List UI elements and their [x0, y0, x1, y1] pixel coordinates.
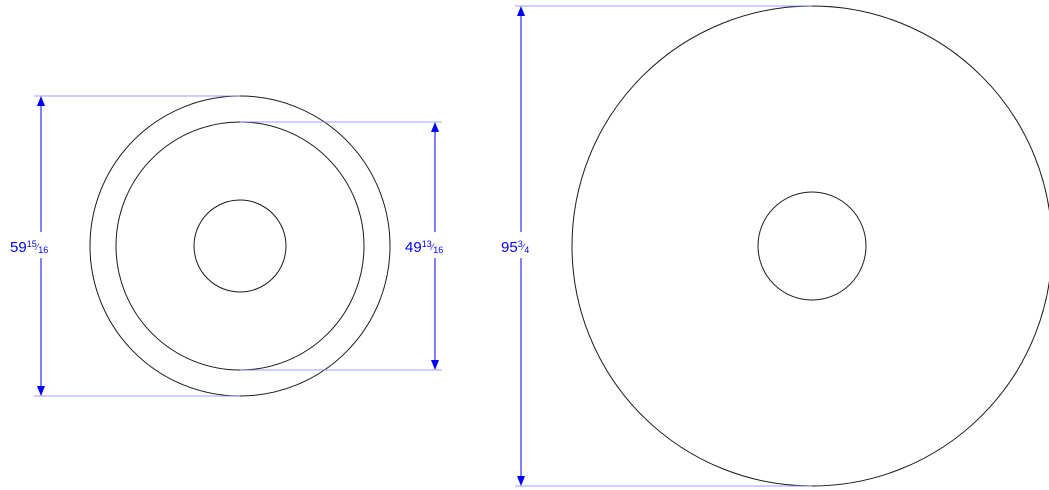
right-outer-dimension-label: 953⁄4 — [501, 239, 529, 256]
right-outer-numerator: 3 — [518, 239, 523, 249]
left-inner-top-arrow — [431, 122, 439, 132]
right-outer-dimension: 953⁄4 — [501, 5, 812, 487]
right-outer-whole: 95 — [501, 239, 518, 256]
right-outer-slash: ⁄ — [521, 242, 526, 252]
right-center-hole — [757, 191, 867, 301]
left-inner-slash: ⁄ — [430, 242, 435, 252]
left-outer-numerator: 15 — [27, 239, 37, 249]
left-inner-denominator: 16 — [433, 245, 443, 255]
left-inner-circle — [115, 121, 365, 371]
left-outer-denominator: 16 — [38, 245, 48, 255]
left-outer-bottom-arrow — [37, 386, 45, 396]
left-outer-slash: ⁄ — [35, 242, 40, 252]
left-center-hole — [193, 199, 287, 293]
left-outer-dimension-label: 5915⁄16 — [10, 239, 48, 256]
left-outer-top-arrow — [37, 96, 45, 106]
right-outer-denominator: 4 — [524, 245, 529, 255]
left-inner-dimension: 4913⁄16 — [240, 121, 443, 371]
left-outer-dimension: 5915⁄16 — [10, 95, 240, 397]
right-part — [571, 5, 1049, 487]
right-outer-top-arrow — [517, 6, 525, 16]
left-inner-dimension-label: 4913⁄16 — [405, 239, 443, 256]
right-outer-bottom-arrow — [517, 476, 525, 486]
left-inner-bottom-arrow — [431, 360, 439, 370]
left-outer-circle — [89, 95, 391, 397]
left-outer-whole: 59 — [10, 239, 27, 256]
left-inner-numerator: 13 — [422, 239, 432, 249]
left-inner-whole: 49 — [405, 239, 422, 256]
right-outer-circle — [571, 5, 1049, 487]
left-part — [89, 95, 391, 397]
